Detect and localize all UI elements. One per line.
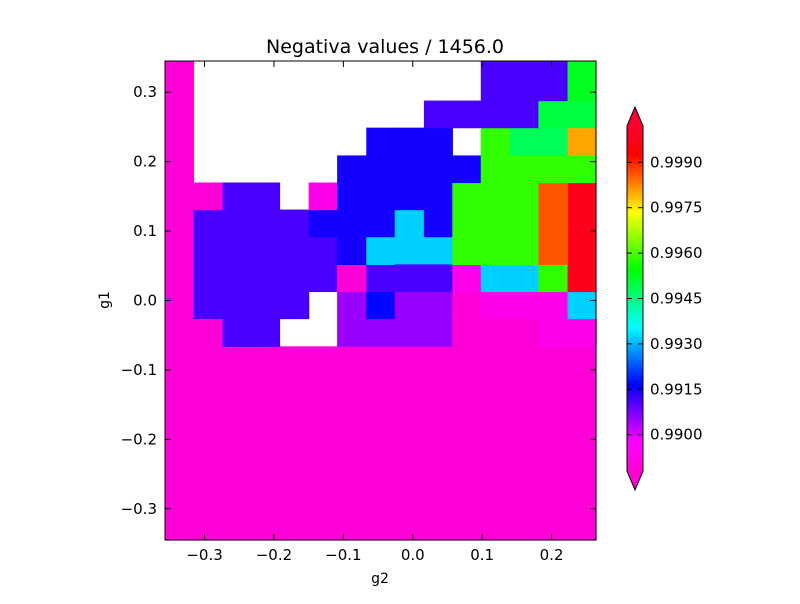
heatmap-cell <box>394 209 425 238</box>
heatmap-cell <box>366 264 396 293</box>
heatmap-cell <box>567 182 597 293</box>
heatmap-cell <box>538 100 597 129</box>
x-tick-label: 0.2 <box>540 546 564 564</box>
heatmap-cell <box>480 264 539 293</box>
heatmap-cell <box>308 209 338 238</box>
heatmap-cell <box>452 182 539 266</box>
heatmap-cell <box>538 264 569 293</box>
heatmap-cell <box>366 318 396 347</box>
heatmap-cell <box>452 155 482 184</box>
x-tick-label: −0.2 <box>256 546 292 564</box>
colorbar-tick-label: 0.9975 <box>650 199 703 217</box>
colorbar-extend-min <box>627 471 643 490</box>
y-tick-label: 0.0 <box>133 292 157 310</box>
heatmap-cell <box>480 291 539 320</box>
heatmap-cell <box>366 291 396 320</box>
heatmap-cell <box>567 291 597 320</box>
heatmap-cell <box>480 127 511 184</box>
heatmap-cell <box>567 127 597 157</box>
y-axis: −0.3 −0.2 −0.1 0.0 0.1 0.2 0.3 <box>121 83 596 518</box>
colorbar-tick-label: 0.9990 <box>650 153 703 171</box>
heatmap-cell <box>567 318 597 347</box>
heatmap-cell <box>394 127 453 211</box>
x-tick-label: −0.1 <box>325 546 361 564</box>
chart-title: Negativa values / 1456.0 <box>266 36 504 58</box>
heatmap-cell <box>193 182 224 211</box>
heatmap-cell <box>452 264 482 293</box>
heatmap-cell <box>193 291 224 320</box>
heatmap-cells <box>165 61 597 541</box>
heatmap-cell <box>423 209 453 238</box>
heatmap-cell <box>394 318 453 347</box>
colorbar-tick-label: 0.9930 <box>650 335 703 353</box>
heatmap-cell <box>193 209 224 238</box>
y-tick-label: 0.1 <box>133 222 157 240</box>
heatmap-cell <box>366 127 396 211</box>
heatmap-cell <box>308 182 338 211</box>
heatmap-cell <box>337 318 367 347</box>
heatmap-cell <box>193 264 224 293</box>
heatmap-cell <box>193 318 224 347</box>
heatmap-cell <box>337 209 367 238</box>
x-axis: −0.3 −0.2 −0.1 0.0 0.1 0.2 <box>186 61 564 564</box>
colorbar-outline <box>626 105 644 492</box>
heatmap-cell <box>193 236 224 265</box>
colorbar-tick-label: 0.9960 <box>650 244 703 262</box>
colorbar-gradient <box>627 126 643 471</box>
heatmap-cell <box>308 236 338 293</box>
x-tick-label: 0.0 <box>401 546 425 564</box>
heatmap-cell <box>337 291 367 320</box>
heatmap-cell <box>394 264 453 293</box>
heatmap-cell <box>538 291 569 347</box>
heatmap-cell <box>509 127 569 157</box>
y-tick-label: −0.1 <box>121 361 157 379</box>
y-tick-label: 0.3 <box>133 83 157 101</box>
colorbar: 0.9900 0.9915 0.9930 0.9945 0.9960 0.9975 0.99… <box>626 105 703 492</box>
heatmap-cell <box>509 155 597 184</box>
heatmap-cell <box>279 209 310 320</box>
heatmap-cell <box>394 291 453 320</box>
colorbar-tick-label: 0.9945 <box>650 290 703 308</box>
x-axis-label: g2 <box>371 571 389 587</box>
colorbar-extend-max <box>627 107 643 126</box>
heatmap-cell <box>509 100 539 129</box>
heatmap-cell <box>337 264 367 293</box>
y-tick-label: −0.2 <box>121 430 157 448</box>
heatmap-cell <box>423 100 511 129</box>
x-tick-label: −0.3 <box>186 546 222 564</box>
y-tick-label: −0.3 <box>121 500 157 518</box>
x-tick-label: 0.1 <box>470 546 494 564</box>
heatmap-cell <box>366 209 396 238</box>
heatmap-cell <box>480 61 569 102</box>
heatmap-cell <box>193 346 597 541</box>
heatmap-cell <box>538 182 569 266</box>
colorbar-tick-label: 0.9915 <box>650 380 703 398</box>
heatmap-cell <box>337 236 367 265</box>
heatmap-cell <box>366 236 453 265</box>
colorbar-tick-label: 0.9900 <box>650 426 703 444</box>
heatmap-cell <box>222 182 281 347</box>
heatmap-cell <box>567 61 597 102</box>
heatmap-cell <box>452 291 482 320</box>
y-tick-label: 0.2 <box>133 153 157 171</box>
heatmap-cell <box>337 155 367 211</box>
y-axis-label: g1 <box>97 291 113 309</box>
